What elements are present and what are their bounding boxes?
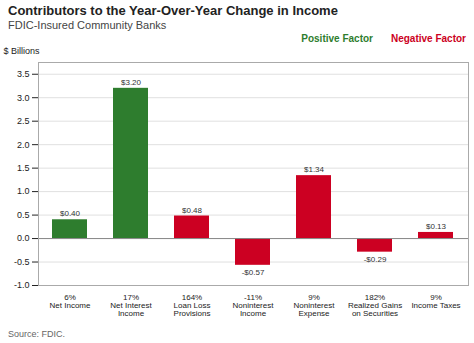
svg-text:$3.20: $3.20: [121, 78, 142, 87]
svg-text:3.5: 3.5: [17, 69, 30, 79]
html-text:Negative Factor: Negative Factor: [391, 33, 466, 44]
svg-text:2.0: 2.0: [17, 140, 30, 150]
svg-text:17%Net InterestIncome: 17%Net InterestIncome: [110, 293, 152, 318]
svg-text:0.0: 0.0: [17, 233, 30, 243]
svg-text:$0.40: $0.40: [60, 209, 81, 218]
svg-text:-1.0: -1.0: [14, 280, 30, 290]
svg-text:2.5: 2.5: [17, 116, 30, 126]
svg-text:$0.48: $0.48: [182, 206, 203, 215]
svg-text:-0.5: -0.5: [14, 257, 30, 267]
svg-text:182%Realized Gainson Securitie: 182%Realized Gainson Securities: [348, 293, 402, 318]
svg-text:$0.13: $0.13: [426, 222, 447, 231]
svg-text:6%Net Income: 6%Net Income: [50, 293, 91, 310]
svg-text:-$0.57: -$0.57: [242, 268, 265, 277]
svg-text:9%NoninterestExpense: 9%NoninterestExpense: [294, 293, 336, 318]
html-text:Source: FDIC.: Source: FDIC.: [8, 329, 65, 339]
svg-text:$1.34: $1.34: [304, 165, 325, 174]
svg-text:0.5: 0.5: [17, 210, 30, 220]
svg-text:1.0: 1.0: [17, 186, 30, 196]
svg-text:3.0: 3.0: [17, 93, 30, 103]
svg-text:1.5: 1.5: [17, 163, 30, 173]
html-text:Contributors to the Year-Over-: Contributors to the Year-Over-Year Chang…: [8, 3, 338, 18]
svg-text:164%Loan LossProvisions: 164%Loan LossProvisions: [174, 293, 211, 318]
svg-text:$ Billions: $ Billions: [4, 46, 41, 56]
html-text:Positive Factor: Positive Factor: [301, 33, 373, 44]
html-text:FDIC-Insured Community Banks: FDIC-Insured Community Banks: [8, 19, 167, 31]
svg-text:9%Income Taxes: 9%Income Taxes: [411, 293, 460, 310]
svg-text:-11%NoninterestIncome: -11%NoninterestIncome: [233, 293, 275, 318]
svg-text:-$0.29: -$0.29: [364, 255, 387, 264]
